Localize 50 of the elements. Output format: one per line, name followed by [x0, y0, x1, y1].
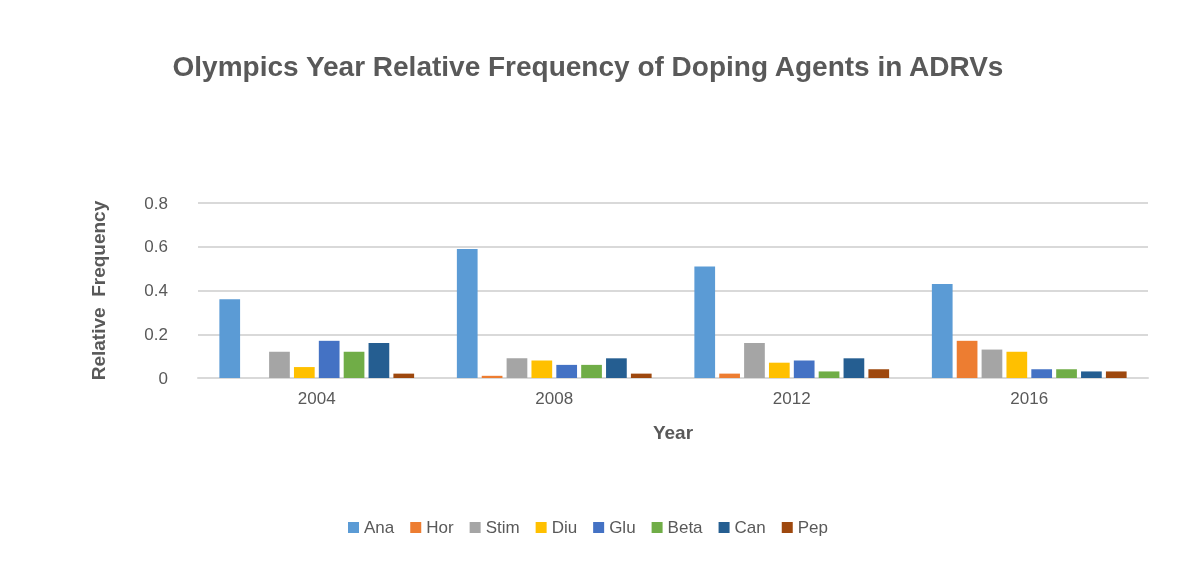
bar [318, 340, 340, 378]
y-tick-label: 0.8 [144, 193, 168, 213]
legend-label: Hor [426, 518, 454, 537]
y-tick-label: 0 [158, 368, 168, 388]
bar [581, 364, 602, 378]
y-tick-label: 0.4 [144, 281, 168, 300]
chart-title: Olympics Year Relative Frequency of Doping Agents in ADRVs [172, 50, 1004, 82]
bar [606, 358, 627, 378]
y-tick-label: 0.6 [144, 237, 168, 257]
bar [1006, 351, 1028, 378]
x-tick-label: 2004 [297, 389, 336, 408]
legend-label: Diu [551, 518, 578, 537]
bar [694, 266, 716, 378]
bar [1081, 371, 1102, 378]
bar [843, 358, 865, 378]
bar [868, 369, 890, 378]
bar [768, 362, 790, 378]
bar [219, 299, 241, 378]
bar [719, 373, 740, 378]
bar [506, 358, 528, 378]
bar [293, 367, 315, 378]
x-axis-title: Year [652, 422, 694, 443]
bar [456, 248, 478, 378]
bar [981, 349, 1003, 378]
bar [1105, 371, 1127, 378]
y-axis-title: Relative Frequency [88, 200, 109, 381]
legend-label: Stim [485, 518, 520, 537]
bar [931, 283, 953, 378]
bar [1056, 369, 1077, 378]
bar [1031, 369, 1053, 378]
bar [343, 351, 365, 378]
bar [630, 373, 652, 378]
bar [744, 343, 765, 378]
legend-label: Glu [609, 518, 636, 537]
legend-label: Pep [797, 518, 829, 537]
legend-label: Can [734, 518, 766, 537]
bar [368, 343, 390, 378]
bar [531, 360, 553, 378]
x-tick-label: 2016 [1010, 389, 1049, 408]
bar [818, 371, 840, 378]
bar [556, 364, 578, 378]
bar [793, 360, 815, 378]
y-tick-label: 0.2 [144, 324, 168, 344]
legend-label: Ana [364, 518, 395, 537]
bar [393, 373, 415, 378]
x-tick-label: 2008 [535, 389, 574, 408]
bar [269, 351, 290, 378]
legend-label: Beta [667, 518, 704, 537]
x-tick-label: 2012 [772, 389, 811, 408]
bar [956, 340, 978, 378]
